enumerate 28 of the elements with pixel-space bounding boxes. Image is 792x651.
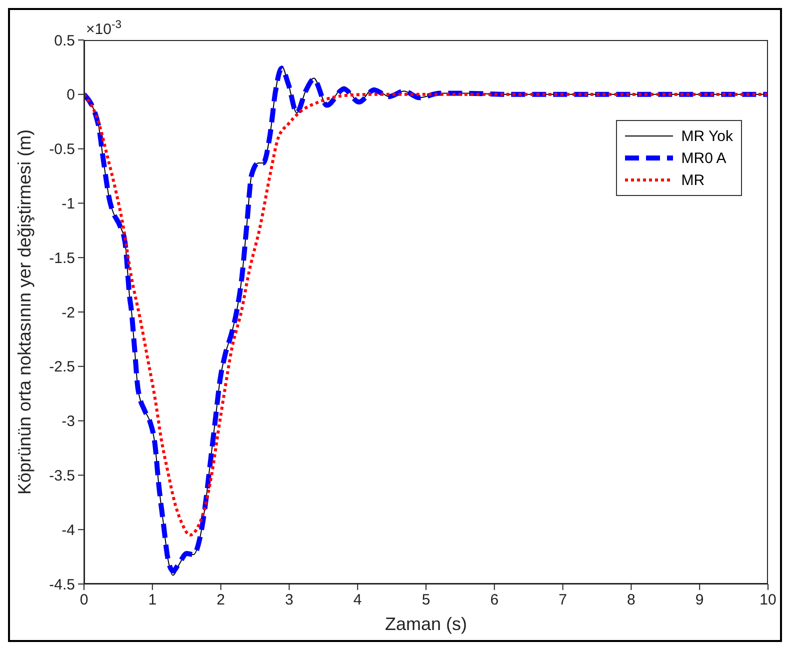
y-tick-label: -2 xyxy=(62,304,75,322)
x-tick-label: 2 xyxy=(216,592,225,609)
text: ×10$^{-3}$ xyxy=(86,19,122,38)
x-tick-label: 8 xyxy=(627,592,636,609)
y-tick-label: -4 xyxy=(62,522,75,539)
x-tick-label: 3 xyxy=(285,592,294,609)
y-tick-label: -1.5 xyxy=(49,250,75,267)
x-tick-label: 0 xyxy=(80,592,88,609)
y-tick-label: -2.5 xyxy=(49,358,75,376)
y-tick-label: -1 xyxy=(62,196,75,213)
x-tick-label: 5 xyxy=(422,592,430,609)
x-tick-label: 10 xyxy=(760,592,776,609)
y-tick-label: -3 xyxy=(62,413,75,430)
y-tick-label: 0 xyxy=(66,86,75,104)
y-tick-label: 0.5 xyxy=(54,32,75,50)
y-tick-label: -3.5 xyxy=(49,468,75,485)
x-axis-title: Zaman (s) xyxy=(384,614,468,634)
x-tick-label: 1 xyxy=(148,592,157,609)
legend-label: MR0 A xyxy=(681,150,726,166)
x-tick-label: 9 xyxy=(695,592,704,609)
x-tick-label: 7 xyxy=(558,592,567,609)
y-tick-label: -4.5 xyxy=(49,576,75,594)
x-tick-label: 4 xyxy=(353,592,362,609)
x-tick-label: 6 xyxy=(490,592,499,609)
legend-label: MR xyxy=(681,172,705,188)
y-tick-label: -0.5 xyxy=(49,141,75,158)
y-axis-title: Köprünün orta noktasının yer değiştirmesi (m) xyxy=(14,129,34,495)
legend-label: MR Yok xyxy=(681,128,733,144)
